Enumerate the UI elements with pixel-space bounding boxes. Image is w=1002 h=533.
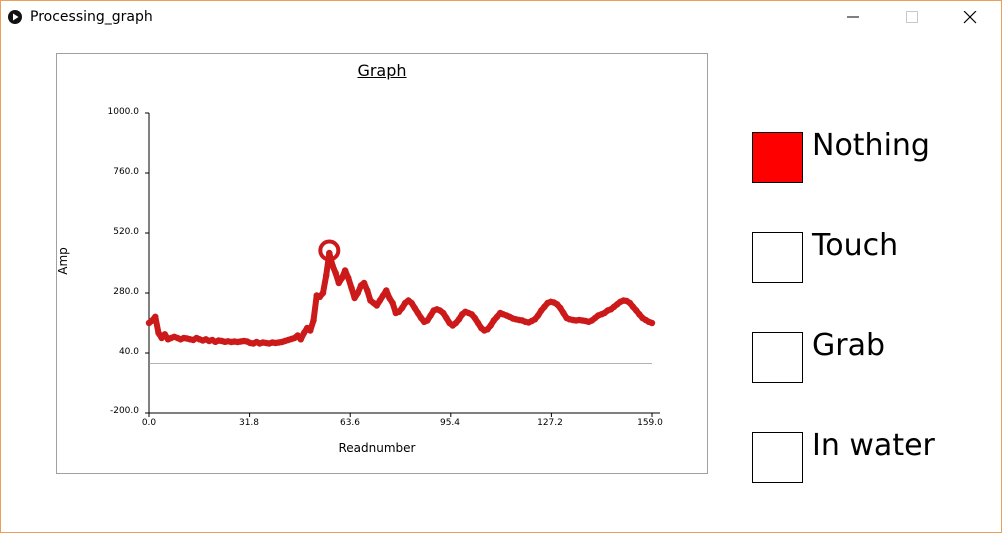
data-point: [329, 262, 336, 269]
close-button[interactable]: [947, 1, 993, 33]
data-point: [398, 304, 406, 312]
x-tick-label: 63.6: [339, 418, 361, 428]
data-point: [310, 317, 317, 324]
y-tick-label: -200.0: [109, 406, 139, 416]
peak-marker: [318, 239, 341, 262]
data-point: [383, 287, 390, 294]
data-point: [354, 289, 361, 297]
legend-swatch: [752, 232, 803, 283]
data-point: [307, 327, 314, 334]
processing-app-icon: [8, 10, 22, 24]
data-point: [474, 319, 482, 327]
x-tick-label: 31.8: [238, 418, 260, 428]
legend-swatch: [752, 132, 803, 183]
data-point: [360, 279, 368, 287]
data-point: [414, 309, 422, 317]
maximize-button[interactable]: [889, 1, 935, 33]
data-point: [348, 284, 355, 292]
minimize-button[interactable]: [831, 1, 877, 33]
data-point: [332, 269, 339, 277]
data-point: [345, 274, 352, 282]
data-point: [297, 336, 304, 343]
graph-title: Graph: [357, 61, 407, 80]
data-point: [364, 287, 371, 294]
data-point: [648, 319, 656, 327]
data-point: [455, 316, 463, 323]
data-point: [411, 304, 418, 312]
data-point: [155, 329, 162, 337]
legend-label: Grab: [812, 328, 886, 363]
y-tick-label: 40.0: [118, 347, 139, 357]
title-bar[interactable]: Processing_graph: [1, 1, 1001, 33]
data-point: [471, 314, 478, 322]
x-tick-label: 159.0: [637, 418, 663, 428]
data-point: [338, 274, 346, 282]
data-point: [408, 299, 415, 307]
line-chart: [145, 112, 660, 417]
minimize-icon: [847, 16, 859, 18]
data-point: [376, 297, 384, 304]
data-point: [379, 292, 387, 299]
data-point: [427, 312, 434, 319]
data-point: [557, 304, 564, 312]
data-point: [424, 317, 431, 324]
data-point: [389, 299, 396, 307]
graph-panel: Graph 1000.0 760.0 520.0 280.0 40.0 -200…: [56, 53, 708, 474]
legend-label: In water: [812, 428, 935, 463]
y-tick-label: 520.0: [113, 227, 139, 237]
data-point: [440, 309, 447, 317]
x-tick-label: 95.4: [439, 418, 461, 428]
data-point: [341, 267, 349, 274]
data-point: [560, 309, 567, 317]
data-point: [351, 294, 358, 302]
y-tick-label: 280.0: [113, 287, 139, 297]
x-tick-label: 127.2: [537, 418, 563, 428]
data-point: [487, 322, 494, 329]
data-point: [300, 329, 308, 337]
legend-swatch: [752, 332, 803, 383]
data-point: [373, 302, 380, 309]
data-point: [319, 289, 327, 297]
y-tick-label: 1000.0: [107, 107, 140, 117]
legend-swatch: [752, 432, 803, 483]
data-point: [386, 294, 393, 302]
legend-label: Touch: [812, 228, 899, 263]
close-icon: [963, 11, 977, 24]
series-line: [146, 250, 655, 347]
window-title: Processing_graph: [30, 9, 153, 25]
data-point: [161, 331, 168, 338]
x-axis-label: Readnumber: [338, 441, 416, 455]
data-point: [534, 312, 542, 319]
x-tick-label: 0.0: [141, 418, 157, 428]
y-axis-label: Amp: [55, 247, 70, 275]
data-point: [443, 314, 450, 322]
maximize-icon: [906, 11, 918, 23]
data-point: [152, 313, 159, 320]
data-point: [335, 279, 342, 287]
legend-label: Nothing: [812, 128, 930, 163]
data-point: [326, 249, 333, 257]
data-point: [323, 272, 330, 279]
y-tick-label: 760.0: [113, 167, 139, 177]
